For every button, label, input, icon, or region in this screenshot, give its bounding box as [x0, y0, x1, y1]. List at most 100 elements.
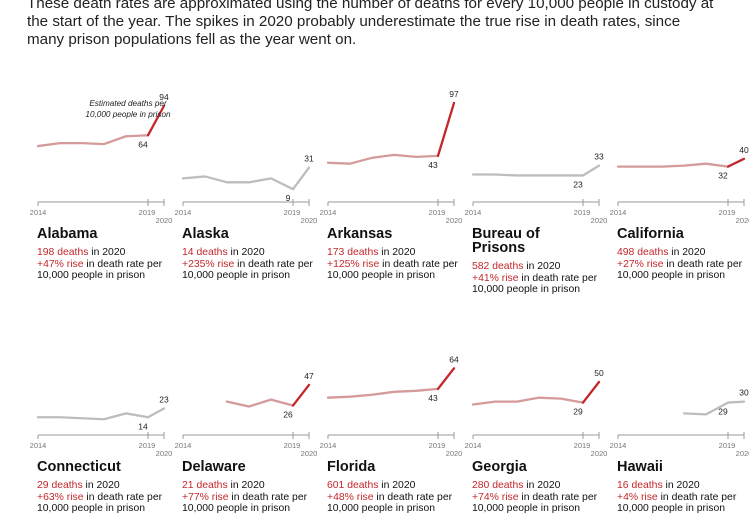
- tick-label: 2014: [30, 441, 47, 450]
- tick-label: 2014: [465, 208, 482, 217]
- tick-label: 2019: [139, 208, 156, 217]
- tick-label: 2020: [156, 216, 173, 225]
- tick-label: 2019: [284, 208, 301, 217]
- rise-suffix: in death rate per 10,000 people in priso…: [37, 491, 163, 515]
- rise-percent: +77% rise: [182, 491, 229, 503]
- deaths-count: 14 deaths: [182, 247, 228, 258]
- series-line: [326, 387, 440, 399]
- tick-label: 2014: [465, 441, 482, 450]
- data-label: 29: [573, 407, 583, 417]
- tick-label: 2019: [719, 208, 736, 217]
- tick-label: 2020: [736, 216, 749, 225]
- rise-percent: +4% rise: [617, 491, 658, 503]
- data-label: 33: [594, 152, 604, 162]
- series-line-2020: [291, 383, 311, 407]
- series-line: [36, 412, 150, 421]
- series-line: [181, 175, 295, 191]
- state-name: Hawaii: [617, 459, 663, 475]
- state-name: Bureau of Prisons: [472, 226, 540, 256]
- series-line: [326, 153, 440, 165]
- annotation: Estimated deaths per 10,000 people in pri…: [85, 99, 171, 119]
- deaths-count: 498 deaths: [617, 247, 669, 258]
- deaths-count: 601 deaths: [327, 480, 379, 491]
- tick-label: 2014: [30, 208, 47, 217]
- deaths-count: 16 deaths: [617, 480, 663, 491]
- data-label: 23: [573, 179, 583, 189]
- tick-label: 2014: [610, 208, 627, 217]
- state-description: 498 deaths in 2020 +27% rise in death rat…: [617, 247, 749, 282]
- series-line-2020: [726, 157, 746, 168]
- state-description: 582 deaths in 2020 +41% rise in death rat…: [472, 261, 604, 296]
- rise-percent: +47% rise: [37, 258, 84, 270]
- state-description: 29 deaths in 2020 +63% rise in death rate…: [37, 480, 169, 515]
- deaths-count: 21 deaths: [182, 480, 228, 491]
- deaths-suffix: in 2020: [523, 480, 561, 491]
- series-line: [616, 162, 730, 168]
- deaths-suffix: in 2020: [662, 480, 700, 491]
- data-label: 64: [138, 139, 148, 149]
- rise-percent: +74% rise: [472, 491, 519, 503]
- tick-label: 2020: [446, 449, 463, 458]
- tick-label: 2019: [284, 441, 301, 450]
- state-description: 601 deaths in 2020 +48% rise in death rat…: [327, 480, 459, 515]
- state-description: 173 deaths in 2020 +125% rise in death ra…: [327, 247, 459, 282]
- tick-label: 2014: [610, 441, 627, 450]
- state-name: Alaska: [182, 226, 229, 242]
- deaths-suffix: in 2020: [227, 247, 265, 258]
- tick-label: 2019: [574, 441, 591, 450]
- state-description: 16 deaths in 2020 +4% rise in death rate …: [617, 480, 749, 515]
- data-label: 50: [594, 368, 604, 378]
- rise-percent: +48% rise: [327, 491, 374, 503]
- data-label: 29: [718, 407, 728, 417]
- tick-label: 2019: [429, 441, 446, 450]
- tick-label: 2019: [139, 441, 156, 450]
- rise-percent: +63% rise: [37, 491, 84, 503]
- data-label: 47: [304, 371, 314, 381]
- series-line-2020: [436, 367, 456, 391]
- data-label: 64: [449, 354, 459, 364]
- intro-text: These death rates are approximated using…: [27, 0, 714, 48]
- series-line-2020: [146, 407, 166, 419]
- series-line-2020: [436, 101, 456, 158]
- data-label: 40: [739, 145, 749, 155]
- annotation-line: 10,000 people in prison: [85, 110, 171, 119]
- deaths-suffix: in 2020: [668, 247, 706, 258]
- rise-suffix: in death rate per 10,000 people in priso…: [327, 491, 453, 515]
- data-label: 9: [286, 193, 291, 203]
- state-description: 21 deaths in 2020 +77% rise in death rate…: [182, 480, 314, 515]
- series-line-2020: [291, 166, 311, 191]
- state-name: Delaware: [182, 459, 246, 475]
- series-line: [36, 134, 150, 148]
- tick-label: 2014: [175, 208, 192, 217]
- deaths-count: 280 deaths: [472, 480, 524, 491]
- rise-percent: +235% rise: [182, 258, 235, 270]
- tick-label: 2019: [429, 208, 446, 217]
- rise-suffix: in death rate per 10,000 people in priso…: [327, 258, 458, 282]
- rise-percent: +27% rise: [617, 258, 664, 270]
- data-label: 14: [138, 421, 148, 431]
- state-name: Alabama: [37, 226, 98, 242]
- tick-label: 2020: [156, 449, 173, 458]
- tick-label: 2019: [574, 208, 591, 217]
- data-label: 23: [159, 394, 169, 404]
- tick-label: 2020: [591, 216, 608, 225]
- deaths-suffix: in 2020: [227, 480, 265, 491]
- data-label: 31: [304, 154, 314, 164]
- deaths-count: 173 deaths: [327, 247, 379, 258]
- deaths-count: 198 deaths: [37, 247, 89, 258]
- rise-suffix: in death rate per 10,000 people in priso…: [182, 491, 308, 515]
- tick-label: 2020: [446, 216, 463, 225]
- series-line-2020: [726, 400, 746, 404]
- state-name: Florida: [327, 459, 376, 475]
- data-label: 94: [159, 92, 169, 102]
- state-name: California: [617, 226, 684, 242]
- state-description: 198 deaths in 2020 +47% rise in death rat…: [37, 247, 169, 282]
- series-line-2020: [146, 104, 166, 137]
- series-line: [225, 398, 295, 408]
